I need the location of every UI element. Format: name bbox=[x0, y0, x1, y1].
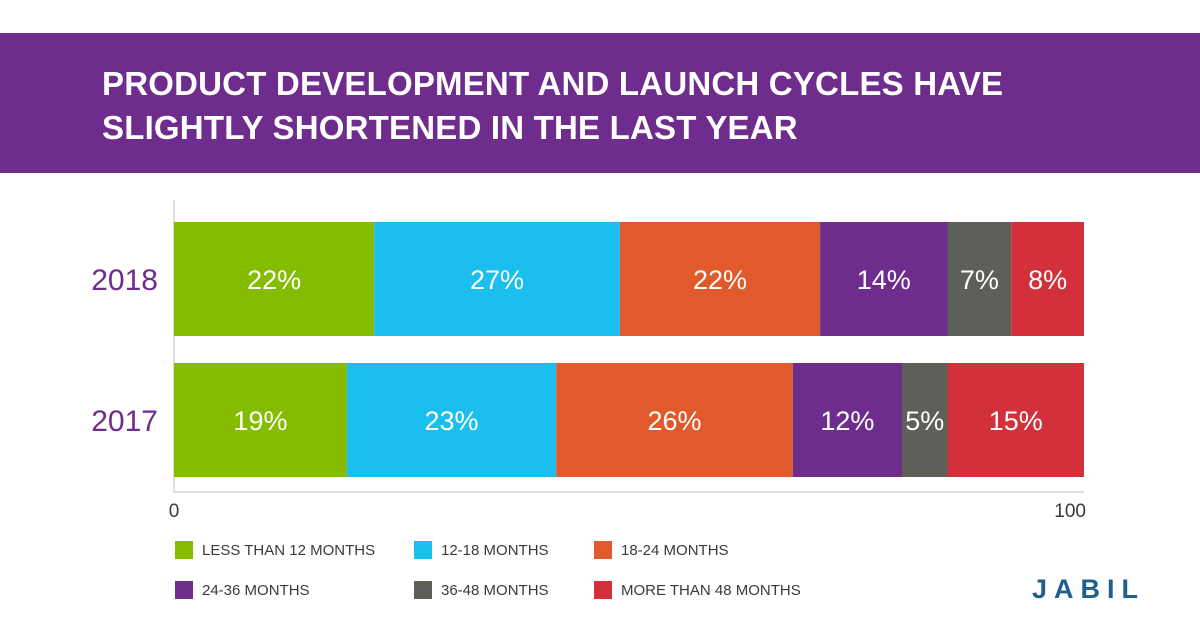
x-tick-label: 0 bbox=[169, 501, 180, 522]
jabil-logo: JABIL bbox=[1032, 574, 1172, 604]
data-label: 5% bbox=[905, 406, 944, 436]
data-label: 27% bbox=[470, 265, 524, 295]
bar-segment bbox=[820, 222, 948, 336]
category-label: 2018 bbox=[91, 264, 158, 297]
bar-segment bbox=[902, 363, 948, 477]
legend-swatch bbox=[175, 541, 193, 559]
data-label: 7% bbox=[960, 265, 999, 295]
legend-swatch bbox=[594, 581, 612, 599]
data-label: 14% bbox=[857, 265, 911, 295]
legend-item: 36-48 MONTHS bbox=[414, 581, 549, 599]
legend-item: 24-36 MONTHS bbox=[175, 581, 310, 599]
x-tick-label: 100 bbox=[1054, 501, 1086, 522]
legend-label: LESS THAN 12 MONTHS bbox=[202, 541, 376, 559]
legend-item: LESS THAN 12 MONTHS bbox=[175, 541, 375, 559]
data-label: 22% bbox=[247, 265, 301, 295]
legend-item: MORE THAN 48 MONTHS bbox=[594, 581, 801, 599]
data-label: 19% bbox=[233, 406, 287, 436]
legend: LESS THAN 12 MONTHS 12-18 MONTHS 18-24 MON… bbox=[175, 541, 875, 611]
legend-swatch bbox=[175, 581, 193, 599]
bar-segment bbox=[947, 222, 1012, 336]
legend-item: 12-18 MONTHS bbox=[414, 541, 549, 559]
title-band bbox=[0, 33, 1200, 173]
bar-segment bbox=[374, 222, 620, 336]
data-label: 15% bbox=[989, 406, 1043, 436]
data-label: 8% bbox=[1028, 265, 1067, 295]
data-label: 12% bbox=[820, 406, 874, 436]
bar-segment bbox=[174, 222, 375, 336]
bar-segment bbox=[619, 222, 821, 336]
legend-swatch bbox=[594, 541, 612, 559]
bar-segment bbox=[174, 363, 347, 477]
legend-label: 24-36 MONTHS bbox=[202, 581, 310, 599]
logo-text: JABIL bbox=[1032, 574, 1146, 604]
bar-segment bbox=[1011, 222, 1084, 336]
category-label: 2017 bbox=[91, 405, 158, 438]
data-label: 22% bbox=[693, 265, 747, 295]
legend-item: 18-24 MONTHS bbox=[594, 541, 729, 559]
data-label: 23% bbox=[425, 406, 479, 436]
legend-swatch bbox=[414, 581, 432, 599]
legend-swatch bbox=[414, 541, 432, 559]
chart-title: PRODUCT DEVELOPMENT AND LAUNCH CYCLES HA… bbox=[102, 65, 1004, 146]
legend-label: 18-24 MONTHS bbox=[621, 541, 729, 559]
bar-segment bbox=[556, 363, 793, 477]
legend-label: 12-18 MONTHS bbox=[441, 541, 549, 559]
bar-segment bbox=[947, 363, 1084, 477]
legend-label: MORE THAN 48 MONTHS bbox=[621, 581, 801, 599]
data-label: 26% bbox=[647, 406, 701, 436]
bar-segment bbox=[792, 363, 902, 477]
bar-segment bbox=[346, 363, 557, 477]
legend-label: 36-48 MONTHS bbox=[441, 581, 549, 599]
